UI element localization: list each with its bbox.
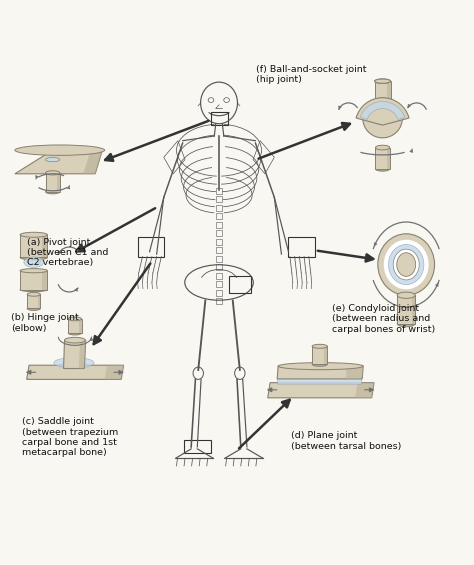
Ellipse shape [397, 292, 415, 298]
Bar [216, 281, 222, 287]
Ellipse shape [68, 331, 82, 335]
Bar [324, 346, 327, 364]
Bar [216, 290, 222, 295]
Ellipse shape [375, 167, 390, 171]
Bar [216, 255, 222, 262]
Bar [42, 235, 47, 258]
Polygon shape [277, 366, 363, 379]
Bar [216, 221, 222, 228]
Bar [79, 319, 82, 333]
Bar [374, 81, 391, 100]
Text: (f) Ball-and-socket joint
(hip joint): (f) Ball-and-socket joint (hip joint) [256, 65, 366, 85]
Bar [46, 173, 60, 192]
Bar [387, 81, 391, 100]
Bar [216, 264, 222, 270]
Bar [387, 147, 390, 169]
Bar [42, 271, 47, 290]
Bar [216, 196, 222, 202]
Polygon shape [83, 150, 102, 174]
Ellipse shape [397, 320, 415, 327]
Ellipse shape [397, 253, 416, 276]
Polygon shape [105, 365, 124, 379]
Polygon shape [15, 150, 102, 174]
Ellipse shape [46, 158, 60, 162]
Bar [38, 294, 40, 308]
Bar [68, 319, 82, 333]
Wedge shape [360, 102, 405, 119]
Ellipse shape [374, 98, 391, 102]
Ellipse shape [278, 363, 363, 370]
Ellipse shape [378, 234, 435, 295]
Bar [57, 173, 60, 192]
Ellipse shape [20, 255, 47, 260]
Bar [20, 271, 47, 290]
Polygon shape [355, 383, 374, 398]
Bar [397, 295, 415, 324]
Ellipse shape [46, 190, 60, 194]
Ellipse shape [374, 79, 391, 83]
Ellipse shape [389, 245, 424, 285]
Ellipse shape [27, 307, 40, 310]
Bar [216, 247, 222, 253]
Ellipse shape [312, 344, 327, 348]
Ellipse shape [20, 288, 47, 292]
Ellipse shape [393, 249, 419, 280]
Circle shape [363, 98, 402, 138]
Bar [216, 238, 222, 245]
Bar [20, 235, 47, 258]
Ellipse shape [68, 317, 82, 321]
Ellipse shape [312, 362, 327, 366]
Bar [216, 272, 222, 279]
Text: (c) Saddle joint
(between trapezium
carpal bone and 1st
metacarpal bone): (c) Saddle joint (between trapezium carp… [22, 417, 118, 458]
Wedge shape [356, 98, 409, 125]
Ellipse shape [46, 171, 60, 175]
Polygon shape [64, 340, 86, 368]
Bar [312, 346, 327, 364]
Ellipse shape [54, 358, 94, 368]
FancyBboxPatch shape [278, 379, 362, 384]
Polygon shape [346, 366, 363, 379]
Ellipse shape [27, 293, 40, 296]
Bar [375, 147, 390, 169]
Bar [216, 298, 222, 304]
Ellipse shape [64, 337, 85, 343]
Polygon shape [79, 340, 86, 368]
Text: (d) Plane joint
(between tarsal bones): (d) Plane joint (between tarsal bones) [292, 431, 402, 451]
Text: (a) Pivot joint
(between C1 and
C2 vertebrae): (a) Pivot joint (between C1 and C2 verte… [27, 238, 108, 267]
Ellipse shape [15, 145, 105, 155]
Ellipse shape [384, 240, 428, 289]
Polygon shape [27, 365, 124, 379]
Ellipse shape [20, 232, 47, 237]
Ellipse shape [20, 268, 47, 273]
Text: (b) Hinge joint
(elbow): (b) Hinge joint (elbow) [11, 313, 79, 333]
Polygon shape [268, 383, 374, 398]
Ellipse shape [24, 257, 44, 267]
Bar [216, 213, 222, 219]
Bar [27, 294, 40, 308]
Bar [216, 205, 222, 211]
Ellipse shape [374, 79, 391, 84]
Bar [216, 230, 222, 236]
Ellipse shape [375, 145, 390, 150]
Text: (e) Condyloid joint
(between radius and
carpal bones of wrist): (e) Condyloid joint (between radius and … [331, 304, 435, 333]
Ellipse shape [372, 107, 382, 115]
Bar [411, 295, 415, 324]
Bar [216, 188, 222, 194]
